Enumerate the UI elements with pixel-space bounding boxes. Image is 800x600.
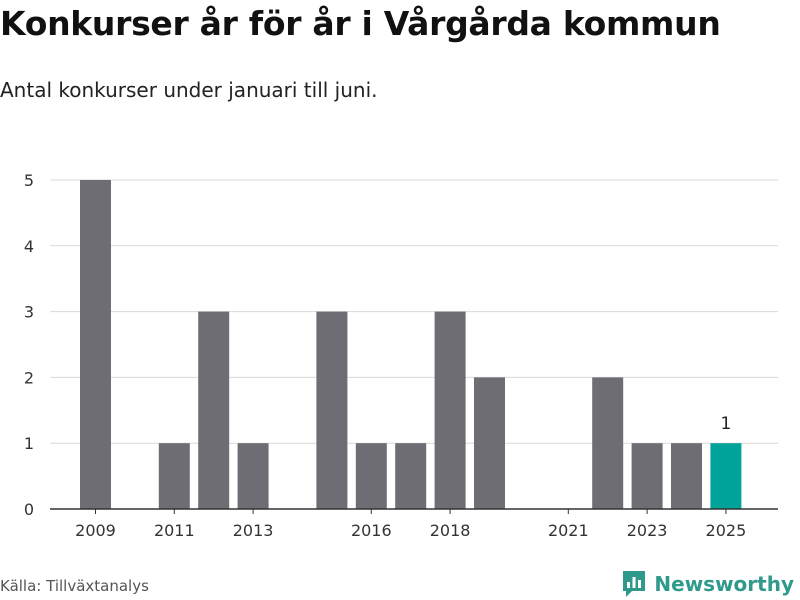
bar xyxy=(434,311,466,509)
chart-title: Konkurser år för år i Vårgårda kommun xyxy=(0,4,721,43)
bar xyxy=(710,443,742,509)
bar xyxy=(395,443,427,509)
y-tick-label: 2 xyxy=(24,368,34,387)
chart-subtitle: Antal konkurser under januari till juni. xyxy=(0,78,378,102)
x-tick-label: 2009 xyxy=(75,521,116,540)
bar xyxy=(671,443,702,509)
brand-label: Newsworthy xyxy=(654,572,794,596)
bar xyxy=(237,443,269,509)
bar xyxy=(158,443,190,509)
bar-chart: 0 1 2 3 4 5 1 2009 2011 2013 2016 2018 2021 2023 2025 xyxy=(24,171,778,540)
bar xyxy=(198,311,230,509)
x-tick-label: 2011 xyxy=(154,521,195,540)
x-tick-label: 2016 xyxy=(351,521,392,540)
y-tick-label: 4 xyxy=(24,237,34,256)
x-tick-label: 2013 xyxy=(233,521,274,540)
source-note: Källa: Tillväxtanalys xyxy=(0,577,149,595)
data-label: 1 xyxy=(720,414,731,434)
newsworthy-logo-icon xyxy=(623,571,646,597)
y-tick-label: 1 xyxy=(24,434,34,453)
x-tick-label: 2023 xyxy=(627,521,668,540)
bar xyxy=(316,311,348,509)
y-tick-label: 3 xyxy=(24,303,34,322)
bar xyxy=(631,443,663,509)
y-tick-label: 0 xyxy=(24,500,34,519)
bar xyxy=(355,443,387,509)
x-tick-label: 2021 xyxy=(548,521,589,540)
bar xyxy=(474,377,505,509)
newsworthy-brand[interactable]: Newsworthy xyxy=(621,568,794,600)
y-tick-label: 5 xyxy=(24,171,34,190)
bar xyxy=(80,180,111,509)
x-tick-label: 2025 xyxy=(706,521,747,540)
x-tick-label: 2018 xyxy=(430,521,471,540)
bar xyxy=(592,377,624,509)
